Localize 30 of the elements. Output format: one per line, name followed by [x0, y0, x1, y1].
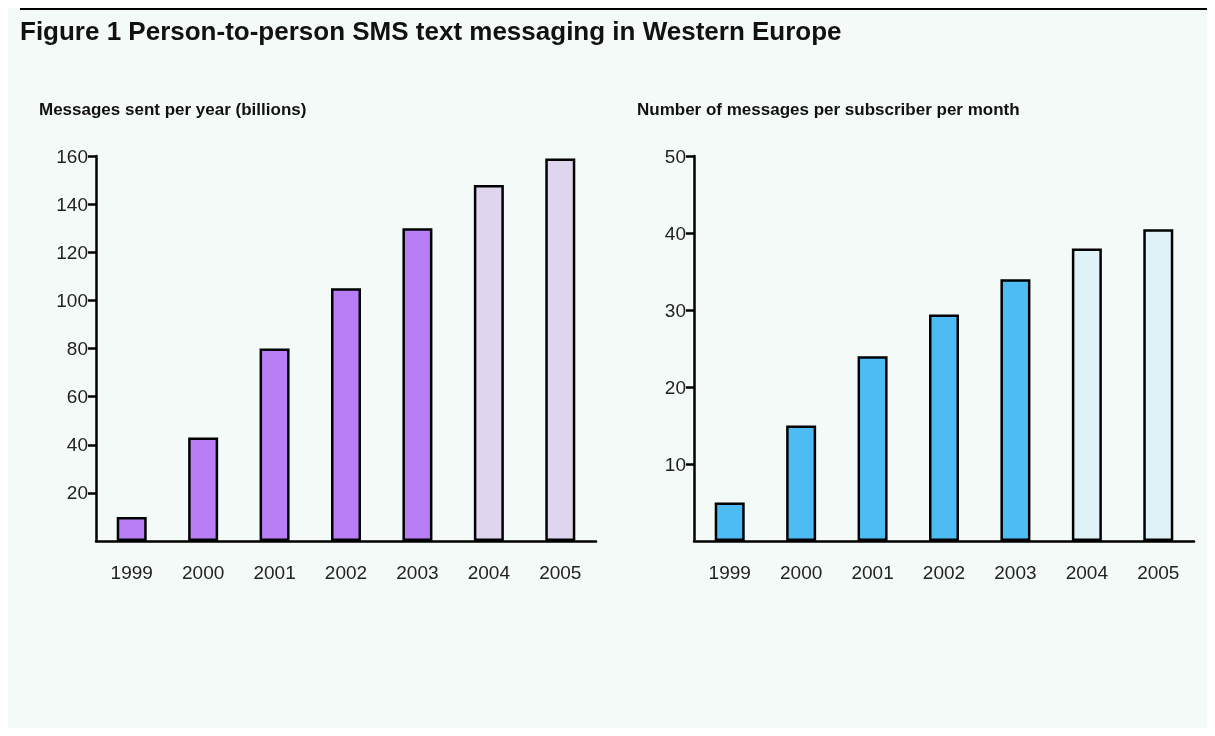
y-tick-label: 120 — [56, 241, 88, 263]
y-tick-label: 20 — [66, 482, 88, 504]
y-axis-title: Messages sent per year (billions) — [39, 100, 307, 119]
y-tick-label: 30 — [664, 299, 686, 321]
x-tick-label: 2004 — [1065, 562, 1109, 583]
x-tick-label: 2001 — [253, 562, 296, 583]
y-tick-label: 10 — [664, 453, 686, 475]
x-tick-label: 1999 — [708, 562, 751, 583]
x-tick-label: 2005 — [1137, 562, 1180, 583]
x-tick-label: 1999 — [110, 562, 153, 583]
y-tick-label: 100 — [56, 289, 88, 311]
chart-title: Figure 1 Person-to-person SMS text messaging in Western Europe — [20, 16, 842, 47]
y-axis-title: Number of messages per subscriber per month — [637, 100, 1020, 119]
x-tick-label: 2000 — [780, 562, 823, 583]
y-tick-label: 140 — [56, 193, 88, 215]
x-tick-label: 2003 — [994, 562, 1037, 583]
x-tick-label: 2004 — [467, 562, 511, 583]
y-tick-label: 20 — [664, 376, 686, 398]
x-tick-label: 2002 — [922, 562, 966, 583]
y-tick-label: 40 — [664, 222, 686, 244]
y-tick-label: 50 — [664, 145, 686, 167]
x-tick-label: 2003 — [396, 562, 439, 583]
y-tick-label: 160 — [56, 145, 88, 167]
y-tick-label: 60 — [66, 386, 88, 408]
x-tick-label: 2005 — [539, 562, 582, 583]
x-tick-label: 2001 — [851, 562, 894, 583]
y-tick-label: 40 — [66, 434, 88, 456]
y-tick-label: 80 — [66, 338, 88, 359]
x-tick-label: 2002 — [324, 562, 368, 583]
x-tick-label: 2000 — [182, 562, 225, 583]
